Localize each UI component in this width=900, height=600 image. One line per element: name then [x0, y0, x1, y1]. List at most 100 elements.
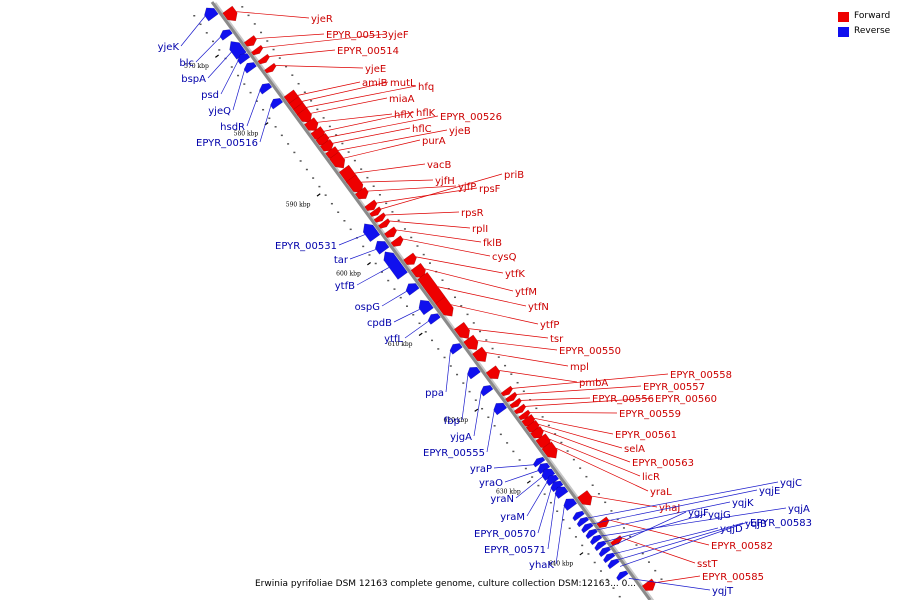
backbone-dot	[556, 510, 559, 512]
leader-line-epyr-00516	[259, 105, 272, 143]
backbone-dot	[512, 450, 515, 453]
legend-reverse-label: Reverse	[854, 26, 891, 36]
gene-label-mutl: mutL	[390, 78, 416, 89]
gene-label-epyr-00558: EPYR_00558	[670, 370, 732, 381]
gene-label-yhak: yhaK	[529, 560, 554, 571]
gene-arrow-ytfl	[427, 313, 441, 325]
backbone-dot	[293, 151, 296, 154]
backbone-dot	[479, 330, 482, 333]
gene-arrow-epyr-00557	[504, 391, 518, 403]
gene-label-yrap: yraP	[470, 464, 492, 475]
backbone-dot	[353, 159, 356, 162]
backbone-dot	[454, 296, 457, 299]
backbone-dot	[262, 108, 265, 111]
backbone-dot	[268, 117, 271, 120]
gene-label-ygjf: ygjF	[688, 508, 709, 519]
leader-line-pmba	[499, 370, 578, 383]
gene-label-epyr-00583: EPYR_00583	[750, 518, 812, 529]
backbone-dot	[285, 65, 288, 68]
gene-label-tar: tar	[334, 255, 349, 266]
gene-label-fbp: fbp	[444, 416, 460, 427]
backbone-dot	[347, 151, 350, 153]
leader-line-hfq	[306, 85, 417, 108]
leader-line-epyr-00559	[529, 411, 618, 414]
gene-label-rpsr: rpsR	[461, 208, 484, 219]
backbone-dot	[378, 194, 381, 196]
backbone-dot	[243, 83, 246, 85]
gene-label-rpsf: rpsF	[479, 184, 501, 195]
gene-arrow-yqjd	[598, 546, 612, 558]
leader-line-ytfl	[404, 320, 429, 339]
backbone-dot	[610, 510, 613, 512]
backbone-dot	[549, 501, 552, 504]
backbone-dot	[291, 74, 294, 76]
gene-label-yjer: yjeR	[311, 14, 333, 25]
backbone-dot	[305, 168, 308, 171]
leader-line-blc	[195, 36, 221, 63]
backbone-dot	[604, 501, 607, 504]
backbone-dot	[437, 348, 440, 350]
leader-line-yjfh	[361, 179, 434, 183]
gene-arrow-cysq	[390, 235, 404, 247]
gene-label-epyr-00556: EPYR_00556	[592, 394, 654, 405]
backbone-dot	[428, 262, 431, 264]
leader-line-epyr-00570	[537, 488, 552, 534]
backbone-dot	[405, 305, 408, 307]
gene-arrow-yhak	[563, 498, 578, 511]
leader-line-sela	[538, 423, 623, 449]
backbone-dot	[212, 40, 215, 43]
gene-arrow-hsdr	[259, 82, 273, 95]
leader-line-yqjd	[611, 527, 719, 555]
backbone-dot	[581, 544, 584, 547]
gene-arrow-yqjc	[572, 510, 585, 522]
backbone-dot	[310, 100, 313, 102]
backbone-dot	[272, 48, 275, 51]
gene-label-epyr-00571: EPYR_00571	[484, 545, 546, 556]
backbone-dot	[447, 288, 450, 290]
gene-label-yjfh: yjfH	[435, 176, 455, 187]
backbone-dot	[522, 390, 525, 393]
gene-label-epyr-00555: EPYR_00555	[423, 448, 485, 459]
gene-label-sstt: sstT	[697, 559, 718, 570]
backbone-dot	[335, 134, 338, 136]
gene-arrow-cpdb	[418, 299, 434, 316]
backbone-dot	[280, 134, 283, 137]
backbone-dot	[585, 475, 588, 478]
gene-arrow-epyr-00513	[243, 35, 257, 47]
backbone-dot	[516, 381, 519, 384]
leader-line-psd	[220, 60, 239, 95]
gene-label-psd: psd	[201, 90, 219, 101]
tick-mark	[579, 552, 584, 556]
kbp-ticks: 570 kbp 580 kbp 590 kbp 600 kbp 610 kbp 620 k…	[184, 54, 584, 567]
gene-label-yjef: yjeF	[388, 30, 409, 41]
backbone-dot	[541, 416, 544, 418]
leader-line-rpli	[389, 220, 471, 229]
backbone-dot	[493, 425, 496, 427]
leader-line-epyr-00555	[486, 410, 495, 453]
gene-arrow-ygjf	[594, 540, 607, 552]
backbone-dot	[230, 66, 233, 68]
gene-label-pura: purA	[422, 136, 446, 147]
gene-label-epyr-00561: EPYR_00561	[615, 430, 677, 441]
backbone-dot	[537, 484, 540, 487]
backbone-dot	[562, 519, 565, 521]
leader-line-yqjg	[602, 513, 707, 543]
backbone-dot	[535, 407, 538, 410]
gene-label-yral: yraL	[650, 487, 672, 498]
gene-label-yjfp: yjfP	[458, 182, 476, 193]
leader-line-yqjc	[584, 481, 779, 519]
gene-arrow-epyr-00571	[554, 486, 569, 500]
gene-label-yqjg: yqjG	[708, 510, 731, 521]
tick-label-580: 580 kbp	[234, 130, 259, 137]
leader-line-epyr-00571	[547, 494, 556, 550]
gene-arrow-epyr-00583	[607, 558, 620, 570]
leader-line-epyr-00585	[654, 575, 701, 584]
leader-line-amib	[297, 81, 361, 96]
backbone-dot	[253, 23, 256, 25]
leader-line-fklb	[396, 229, 482, 243]
gene-arrow-ytfp	[435, 296, 454, 317]
backbone-dot	[266, 40, 269, 42]
gene-label-yqja: yqjA	[788, 504, 810, 515]
backbone-dot	[324, 194, 327, 196]
gene-arrow-yjek	[204, 7, 219, 22]
